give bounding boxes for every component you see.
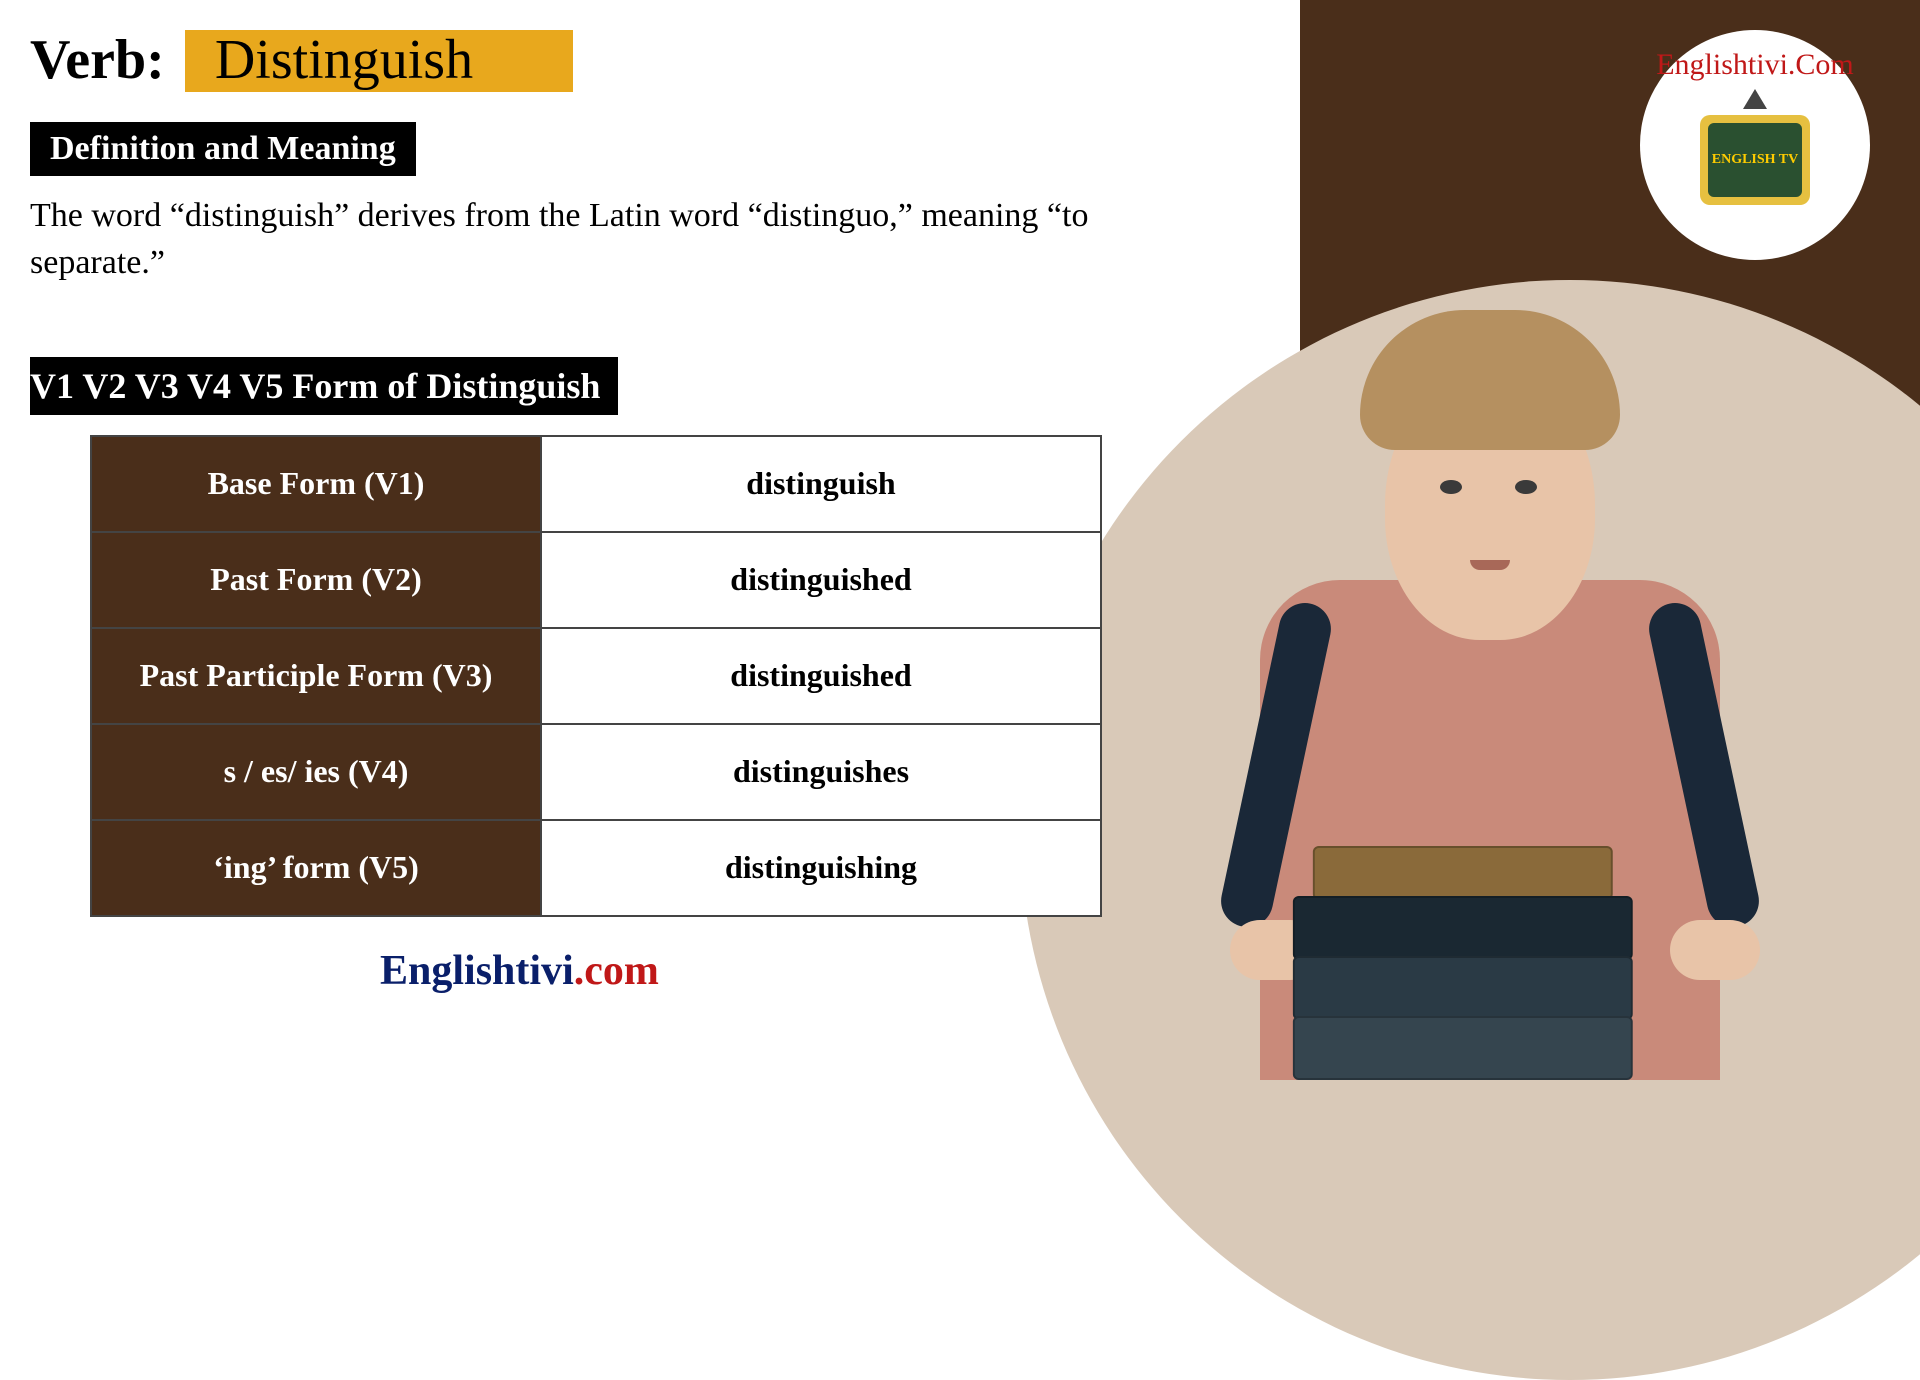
definition-header: Definition and Meaning: [30, 122, 416, 176]
books-stack-icon: [1293, 850, 1633, 1080]
logo-brand-text: Englishtivi.Com: [1640, 48, 1870, 82]
logo-tv-screen: ENGLISH TV: [1708, 123, 1802, 197]
form-label: s / es/ ies (V4): [91, 724, 541, 820]
verb-label: Verb:: [30, 30, 185, 92]
footer-brand-name: Englishtivi: [380, 948, 574, 994]
definition-text: The word “distinguish” derives from the …: [30, 192, 1200, 287]
form-value: distinguished: [541, 628, 1101, 724]
table-row: Past Form (V2) distinguished: [91, 532, 1101, 628]
footer-brand: Englishtivi.com: [380, 947, 1200, 995]
table-row: s / es/ ies (V4) distinguishes: [91, 724, 1101, 820]
form-value: distinguishes: [541, 724, 1101, 820]
table-row: ‘ing’ form (V5) distinguishing: [91, 820, 1101, 916]
form-label: ‘ing’ form (V5): [91, 820, 541, 916]
main-content: Verb: Distinguish Definition and Meaning…: [0, 0, 1200, 995]
verb-word: Distinguish: [185, 30, 573, 92]
logo-tv-icon: ENGLISH TV: [1700, 115, 1810, 205]
form-label: Past Form (V2): [91, 532, 541, 628]
verb-forms-table: Base Form (V1) distinguish Past Form (V2…: [90, 435, 1102, 917]
brand-logo: Englishtivi.Com ENGLISH TV: [1640, 30, 1870, 260]
student-illustration: [1180, 260, 1800, 1080]
footer-brand-tld: .com: [574, 948, 659, 994]
form-value: distinguished: [541, 532, 1101, 628]
table-row: Past Participle Form (V3) distinguished: [91, 628, 1101, 724]
form-label: Past Participle Form (V3): [91, 628, 541, 724]
verb-title-row: Verb: Distinguish: [30, 30, 1200, 92]
forms-header: V1 V2 V3 V4 V5 Form of Distinguish: [30, 357, 618, 415]
table-row: Base Form (V1) distinguish: [91, 436, 1101, 532]
form-value: distinguish: [541, 436, 1101, 532]
form-label: Base Form (V1): [91, 436, 541, 532]
form-value: distinguishing: [541, 820, 1101, 916]
